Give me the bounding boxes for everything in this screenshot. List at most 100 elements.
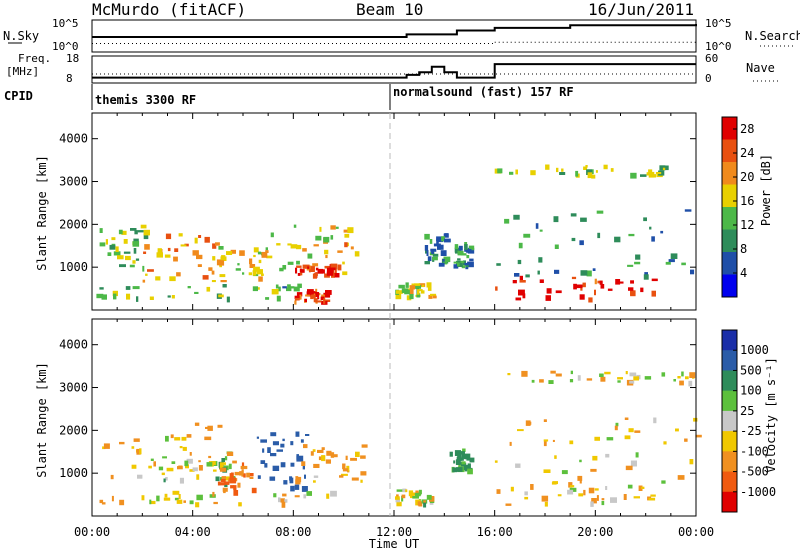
scatter-cell [313, 298, 318, 303]
scatter-cell [272, 441, 279, 446]
scatter-cell [334, 273, 340, 278]
scatter-cell [131, 446, 135, 449]
scatter-cell [302, 464, 305, 470]
scatter-cell [257, 475, 261, 479]
scatter-cell [212, 243, 217, 249]
scatter-cell [661, 480, 666, 484]
scatter-cell [181, 436, 187, 441]
scatter-cell [167, 247, 171, 252]
scatter-cell [208, 455, 212, 459]
scatter-cell [571, 276, 577, 280]
scatter-cell [452, 467, 458, 473]
scatter-cell [430, 248, 437, 252]
scatter-cell [249, 476, 254, 479]
scatter-cell [325, 255, 328, 259]
scatter-cell [290, 441, 294, 446]
scatter-cell [651, 236, 655, 242]
scatter-cell [226, 451, 234, 456]
scatter-cell [460, 452, 463, 455]
scatter-cell [530, 484, 534, 490]
scatter-cell [453, 261, 458, 264]
scatter-cell [276, 449, 283, 452]
scatter-cell [594, 436, 600, 441]
scatter-cell [340, 473, 348, 476]
x-tick-label: 00:00 [74, 525, 110, 539]
cpid-label: CPID [4, 89, 33, 103]
x-tick-label: 00:00 [678, 525, 714, 539]
scatter-cell [142, 279, 146, 283]
scatter-cell [681, 371, 684, 377]
scatter-cell [270, 432, 277, 437]
scatter-cell [456, 467, 463, 472]
scatter-cell [243, 473, 246, 478]
scatter-cell [591, 498, 597, 504]
velocity-colorbar-label: Velocity [m s⁻¹] [764, 357, 778, 473]
scatter-cell [515, 169, 518, 175]
scatter-cell [323, 292, 331, 298]
scatter-cell [630, 172, 637, 179]
scatter-cell [684, 438, 688, 442]
scatter-cell [592, 455, 598, 461]
scatter-cell [543, 441, 547, 447]
scatter-cell [178, 233, 183, 237]
scatter-cell [179, 477, 184, 484]
nave-label: Nave [746, 61, 775, 75]
scatter-cell [248, 272, 252, 276]
scatter-cell [627, 264, 634, 267]
scatter-cell [301, 486, 308, 492]
scatter-cell [238, 502, 242, 507]
scatter-cell [320, 296, 325, 300]
scatter-cell [630, 280, 634, 284]
scatter-cell [568, 482, 573, 488]
scatter-cell [224, 476, 230, 481]
scatter-cell [607, 288, 613, 291]
velocity-colorbar-tick-label: -100 [740, 444, 769, 458]
scatter-cell [559, 172, 566, 175]
scatter-cell [170, 434, 174, 439]
scatter-cell [457, 261, 463, 267]
scatter-cell [194, 422, 200, 426]
scatter-cell [299, 294, 302, 300]
scatter-cell [310, 451, 314, 456]
scatter-cell [305, 434, 310, 436]
scatter-cell [317, 268, 324, 274]
scatter-cell [205, 426, 209, 429]
velocity-colorbar-segment [722, 370, 737, 392]
scatter-cell [249, 258, 253, 265]
nsearch-tick-top: 10^5 [705, 17, 732, 30]
scatter-cell [554, 269, 560, 274]
scatter-cell [427, 256, 432, 262]
scatter-cell [276, 295, 281, 302]
scatter-cell [648, 171, 655, 178]
power-colorbar-tick-label: 16 [740, 194, 754, 208]
scatter-cell [539, 229, 543, 232]
scatter-cell [556, 167, 559, 173]
scatter-cell [296, 455, 304, 462]
scatter-cell [324, 249, 329, 255]
scatter-cell [630, 290, 636, 297]
scatter-cell [180, 244, 187, 247]
scatter-cell [412, 492, 415, 496]
scatter-cell [326, 493, 330, 499]
velocity-colorbar-tick-label: -1000 [740, 485, 776, 499]
scatter-cell [412, 496, 419, 499]
scatter-cell [270, 453, 277, 457]
scatter-cell [424, 245, 429, 251]
velocity-colorbar-tick-label: 500 [740, 363, 762, 377]
scatter-cell [361, 444, 368, 448]
scatter-cell [166, 467, 174, 472]
power-y-tick-label: 4000 [59, 132, 88, 146]
scatter-cell [147, 269, 154, 272]
scatter-cell [570, 370, 573, 375]
scatter-cell [555, 373, 562, 377]
scatter-cell [569, 485, 575, 488]
scatter-cell [405, 489, 408, 493]
scatter-cell [312, 449, 316, 452]
power-colorbar-tick-label: 4 [740, 266, 747, 280]
scatter-cell [313, 463, 320, 468]
scatter-cell [561, 470, 568, 475]
scatter-cell [149, 296, 154, 300]
scatter-cell [287, 243, 292, 246]
scatter-cell [544, 501, 548, 507]
scatter-cell [289, 477, 294, 484]
